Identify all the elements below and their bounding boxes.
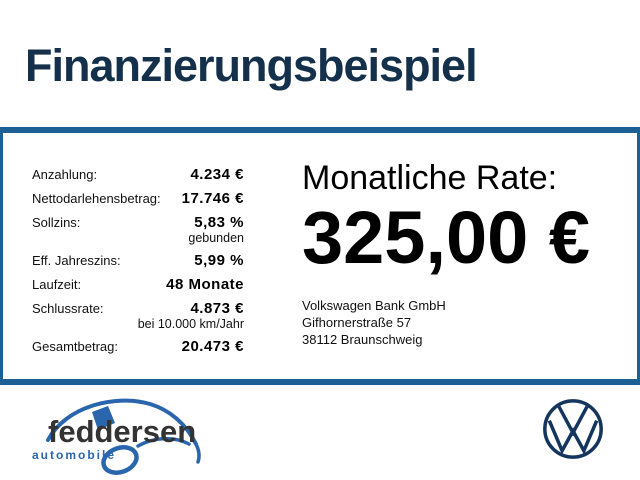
table-row: Schlussrate: 4.873 € bei 10.000 km/Jahr bbox=[32, 300, 244, 332]
row-label: Gesamtbetrag: bbox=[32, 339, 118, 354]
bank-city: 38112 Braunschweig bbox=[302, 332, 423, 347]
row-value: 5,83 % bbox=[194, 214, 244, 231]
dealer-subtitle: automobile bbox=[32, 448, 117, 462]
table-row: Nettodarlehensbetrag: 17.746 € bbox=[32, 191, 244, 207]
table-row: Gesamtbetrag: 20.473 € bbox=[32, 339, 244, 355]
table-row: Laufzeit: 48 Monate bbox=[32, 277, 244, 293]
row-label: Sollzins: bbox=[32, 215, 81, 230]
table-row: Sollzins: 5,83 % gebunden bbox=[32, 214, 244, 246]
dealer-name: feddersen bbox=[48, 414, 197, 449]
row-value: 4.873 € bbox=[190, 300, 244, 317]
finance-frame: Anzahlung: 4.234 € Nettodarlehensbetrag:… bbox=[0, 127, 640, 385]
vw-logo-icon bbox=[543, 399, 603, 459]
row-note: gebunden bbox=[188, 231, 244, 245]
table-row: Anzahlung: 4.234 € bbox=[32, 167, 244, 183]
rate-heading: Monatliche Rate: bbox=[302, 159, 558, 197]
dealer-logo: feddersen automobile bbox=[18, 390, 228, 478]
bank-address: Volkswagen Bank GmbH Gifhornerstraße 57 … bbox=[302, 297, 622, 348]
row-value: 48 Monate bbox=[166, 276, 244, 293]
finance-table: Anzahlung: 4.234 € Nettodarlehensbetrag:… bbox=[32, 167, 244, 363]
row-value: 20.473 € bbox=[181, 338, 244, 355]
bank-name: Volkswagen Bank GmbH bbox=[302, 298, 446, 313]
row-value: 5,99 % bbox=[194, 252, 244, 269]
row-value: 17.746 € bbox=[181, 190, 244, 207]
row-value: 4.234 € bbox=[190, 166, 244, 183]
table-row: Eff. Jahreszins: 5,99 % bbox=[32, 253, 244, 269]
row-label: Schlussrate: bbox=[32, 301, 104, 316]
row-label: Eff. Jahreszins: bbox=[32, 253, 121, 268]
row-note: bei 10.000 km/Jahr bbox=[137, 317, 244, 331]
row-label: Anzahlung: bbox=[32, 167, 98, 182]
bank-street: Gifhornerstraße 57 bbox=[302, 315, 412, 330]
rate-amount: 325,00 € bbox=[302, 196, 591, 279]
row-label: Nettodarlehensbetrag: bbox=[32, 191, 161, 206]
page-title: Finanzierungsbeispiel bbox=[25, 40, 478, 91]
rate-panel: Monatliche Rate: 325,00 € Volkswagen Ban… bbox=[302, 159, 622, 348]
car-sketch-icon bbox=[46, 398, 201, 475]
row-label: Laufzeit: bbox=[32, 277, 82, 292]
